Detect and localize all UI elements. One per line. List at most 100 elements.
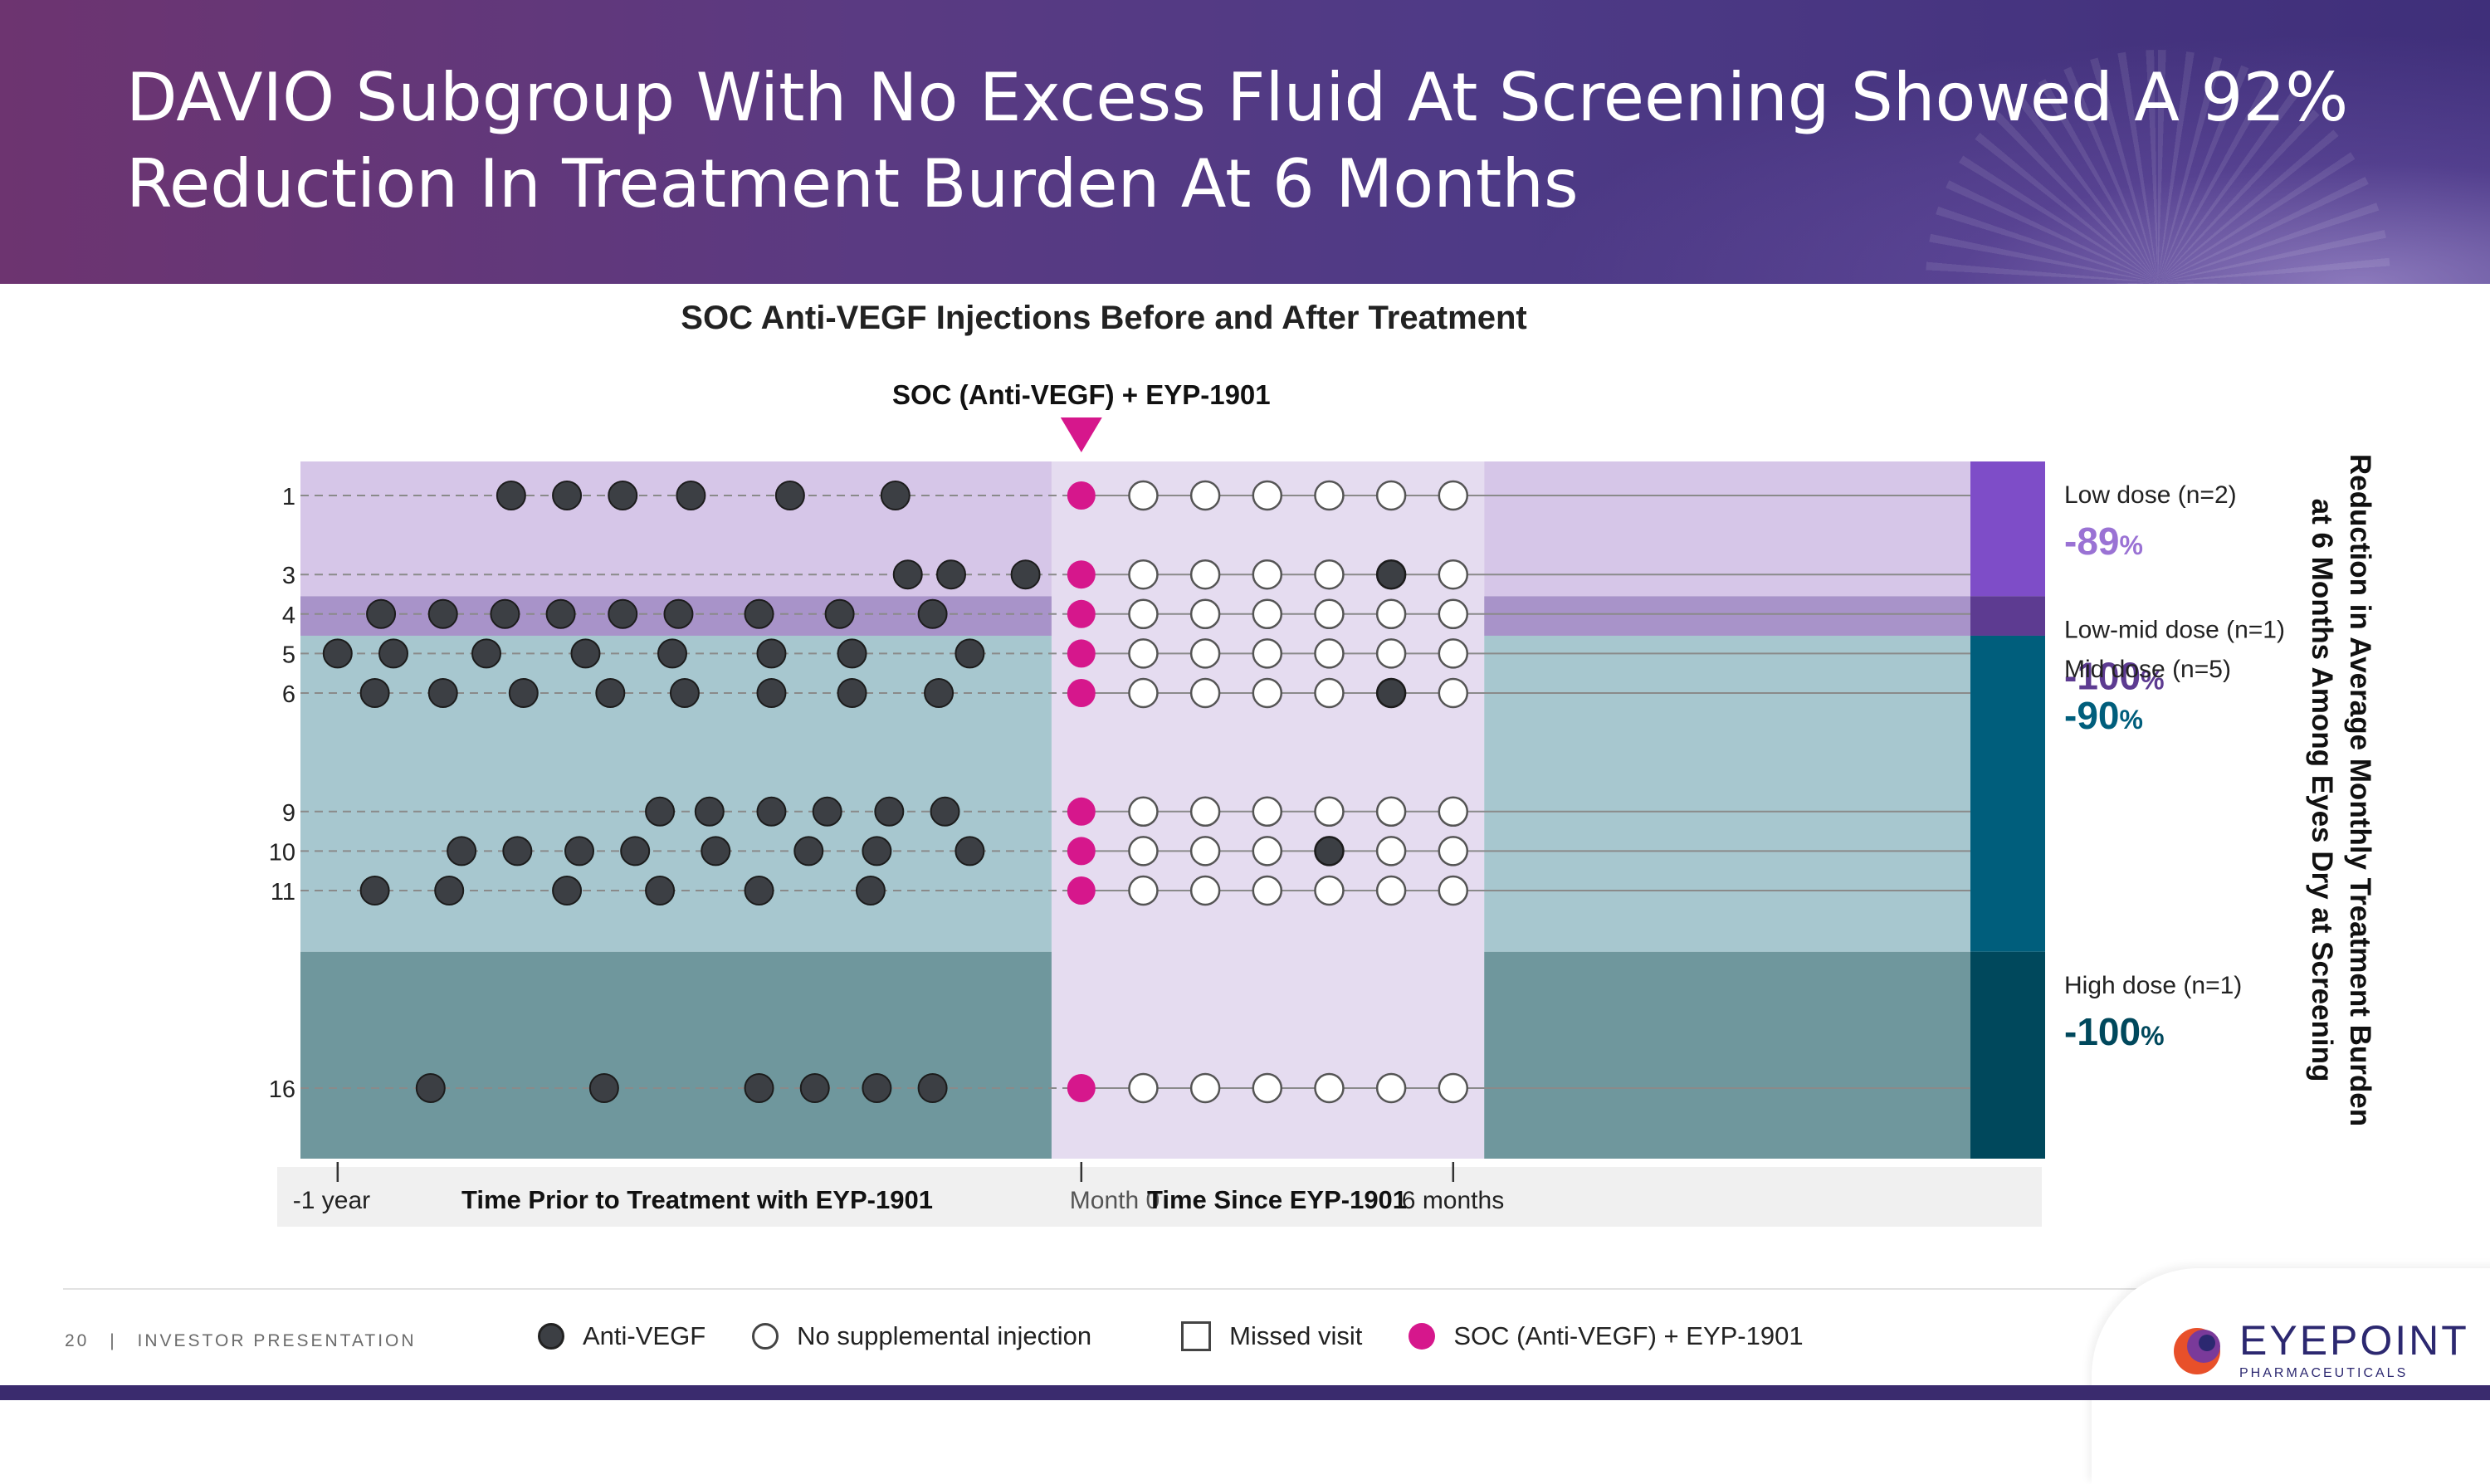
no-supplemental-injection [1375, 875, 1407, 906]
no-supplemental-injection [1314, 875, 1345, 906]
legend-item-missed-visit: Missed visit [1181, 1321, 1362, 1351]
anti-vegf-injection [954, 836, 985, 866]
dose-band-after [1484, 951, 1974, 1159]
treatment-dose [1067, 679, 1096, 707]
eyepoint-logo-icon [2174, 1328, 2220, 1374]
anti-vegf-injection [588, 1073, 619, 1103]
anti-vegf-injection [427, 678, 458, 708]
x-axis-label-before: Time Prior to Treatment with EYP-1901 [461, 1185, 933, 1214]
dose-reduction-bar [1970, 596, 2045, 636]
subject-label: 4 [282, 603, 295, 629]
no-supplemental-injection [1438, 875, 1469, 906]
anti-vegf-injection [837, 678, 867, 708]
anti-vegf-injection [496, 481, 526, 510]
logo-subtitle: PHARMACEUTICALS [2239, 1366, 2409, 1380]
dose-band-after [1484, 635, 1974, 952]
legend-item-treatment: SOC (Anti-VEGF) + EYP-1901 [1409, 1321, 1804, 1351]
anti-vegf-injection [744, 876, 774, 906]
page-footer: 20 | INVESTOR PRESENTATION [65, 1331, 417, 1351]
anti-vegf-injection [508, 678, 539, 708]
no-supplemental-injection [1438, 836, 1469, 866]
anti-vegf-injection [471, 638, 501, 669]
anti-vegf-injection [701, 836, 731, 866]
anti-vegf-injection [434, 876, 465, 906]
header-banner [0, 0, 2490, 284]
no-supplemental-injection [1438, 796, 1469, 827]
dose-reduction-value: -100% [2064, 1010, 2165, 1053]
treatment-start-label: SOC (Anti-VEGF) + EYP-1901 [892, 379, 1271, 410]
injection-timeline-chart: Low dose (n=2) -89% Low-mid dose (n=1) -100… [269, 300, 2376, 1227]
anti-vegf-injection [744, 1073, 774, 1103]
dose-band-before [300, 951, 1052, 1159]
anti-vegf-injection [892, 559, 923, 590]
subject-label: 11 [271, 879, 295, 906]
dose-reduction-value: -89% [2064, 520, 2143, 563]
dose-band-after [1484, 461, 1974, 597]
dose-group-label: High dose (n=1) [2064, 972, 2242, 999]
anti-vegf-injection [595, 678, 626, 708]
subject-label: 9 [282, 800, 295, 827]
anti-vegf-injection [608, 598, 638, 629]
anti-vegf-injection [322, 638, 353, 669]
anti-vegf-injection [415, 1073, 446, 1103]
treatment-dose [1067, 876, 1096, 905]
no-supplemental-injection [1438, 1072, 1469, 1104]
dose-reduction-value: -90% [2064, 694, 2143, 737]
anti-vegf-injection [378, 638, 408, 669]
anti-vegf-injection [824, 598, 855, 629]
anti-vegf-injection [359, 876, 390, 906]
anti-vegf-injection [756, 678, 787, 708]
subject-label: 1 [282, 484, 295, 510]
no-supplemental-injection [1128, 796, 1159, 827]
dose-group-label: Low-mid dose (n=1) [2064, 616, 2285, 643]
anti-vegf-injection [917, 1073, 948, 1103]
treatment-dose [1067, 797, 1096, 826]
no-supplemental-injection [1438, 598, 1469, 630]
no-supplemental-injection [1252, 1072, 1283, 1104]
no-supplemental-injection [1128, 598, 1159, 630]
anti-vegf-injection [570, 638, 601, 669]
anti-vegf-injection [880, 481, 911, 510]
no-supplemental-injection [1314, 796, 1345, 827]
treatment-marker-triangle [1060, 417, 1102, 452]
legend-label: Missed visit [1229, 1321, 1363, 1350]
anti-vegf-injection [924, 678, 954, 708]
no-supplemental-injection [1252, 836, 1283, 866]
anti-vegf-injection [427, 598, 458, 629]
page-number: 20 [65, 1331, 90, 1350]
anti-vegf-injection [917, 598, 948, 629]
anti-vegf-injection [564, 836, 594, 866]
no-supplemental-injection [1252, 796, 1283, 827]
anti-vegf-injection [663, 598, 694, 629]
no-supplemental-injection [1438, 677, 1469, 709]
anti-vegf-injection [1375, 559, 1407, 590]
no-supplemental-injection [1189, 598, 1221, 630]
no-supplemental-injection [1189, 677, 1221, 709]
no-supplemental-injection [1189, 638, 1221, 669]
no-supplemental-injection [1314, 677, 1345, 709]
anti-vegf-injection [645, 796, 676, 827]
anti-vegf-injection [502, 836, 533, 866]
anti-vegf-injection [552, 481, 583, 510]
no-supplemental-injection [1252, 875, 1283, 906]
anti-vegf-injection [552, 876, 583, 906]
anti-vegf-injection [774, 481, 805, 510]
legend-item-no-supplemental: No supplemental injection [752, 1321, 1091, 1351]
no-supplemental-injection [1189, 1072, 1221, 1104]
anti-vegf-injection [799, 1073, 830, 1103]
anti-vegf-injection [837, 638, 867, 669]
legend-label: Anti-VEGF [583, 1321, 706, 1350]
anti-vegf-injection [447, 836, 477, 866]
square-icon [1181, 1321, 1212, 1351]
pink-circle-icon [1409, 1323, 1436, 1350]
subject-label: 5 [282, 642, 295, 668]
no-supplemental-injection [1375, 836, 1407, 866]
no-supplemental-injection [1375, 638, 1407, 669]
anti-vegf-injection [545, 598, 576, 629]
no-supplemental-injection [1128, 559, 1159, 590]
anti-vegf-injection [490, 598, 520, 629]
dose-band-after [1484, 596, 1974, 636]
anti-vegf-injection [657, 638, 687, 669]
subject-label: 3 [282, 563, 295, 589]
subject-label: 10 [269, 839, 295, 866]
